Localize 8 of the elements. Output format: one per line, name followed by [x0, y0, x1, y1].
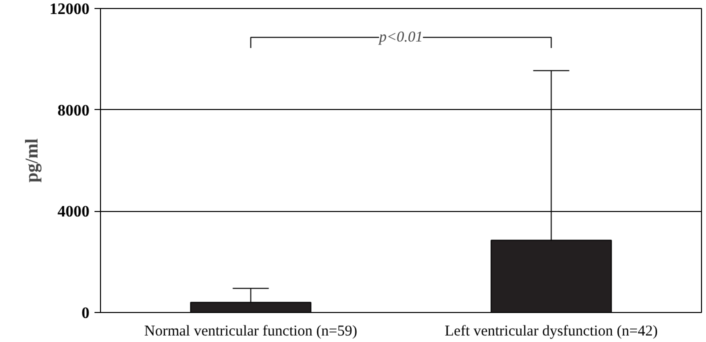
annotation: p<0.01 [378, 29, 423, 46]
x-tick-label: Left ventricular dysfunction (n=42) [444, 324, 658, 340]
x-tick-label: Normal ventricular function (n=59) [144, 324, 358, 340]
y-axis-title: pg/ml [22, 138, 42, 183]
y-tick-label: 4000 [58, 204, 90, 221]
y-tick-label: 12000 [50, 1, 90, 18]
y-tick-label: 8000 [58, 102, 90, 120]
y-tick-label: 0 [82, 305, 90, 322]
